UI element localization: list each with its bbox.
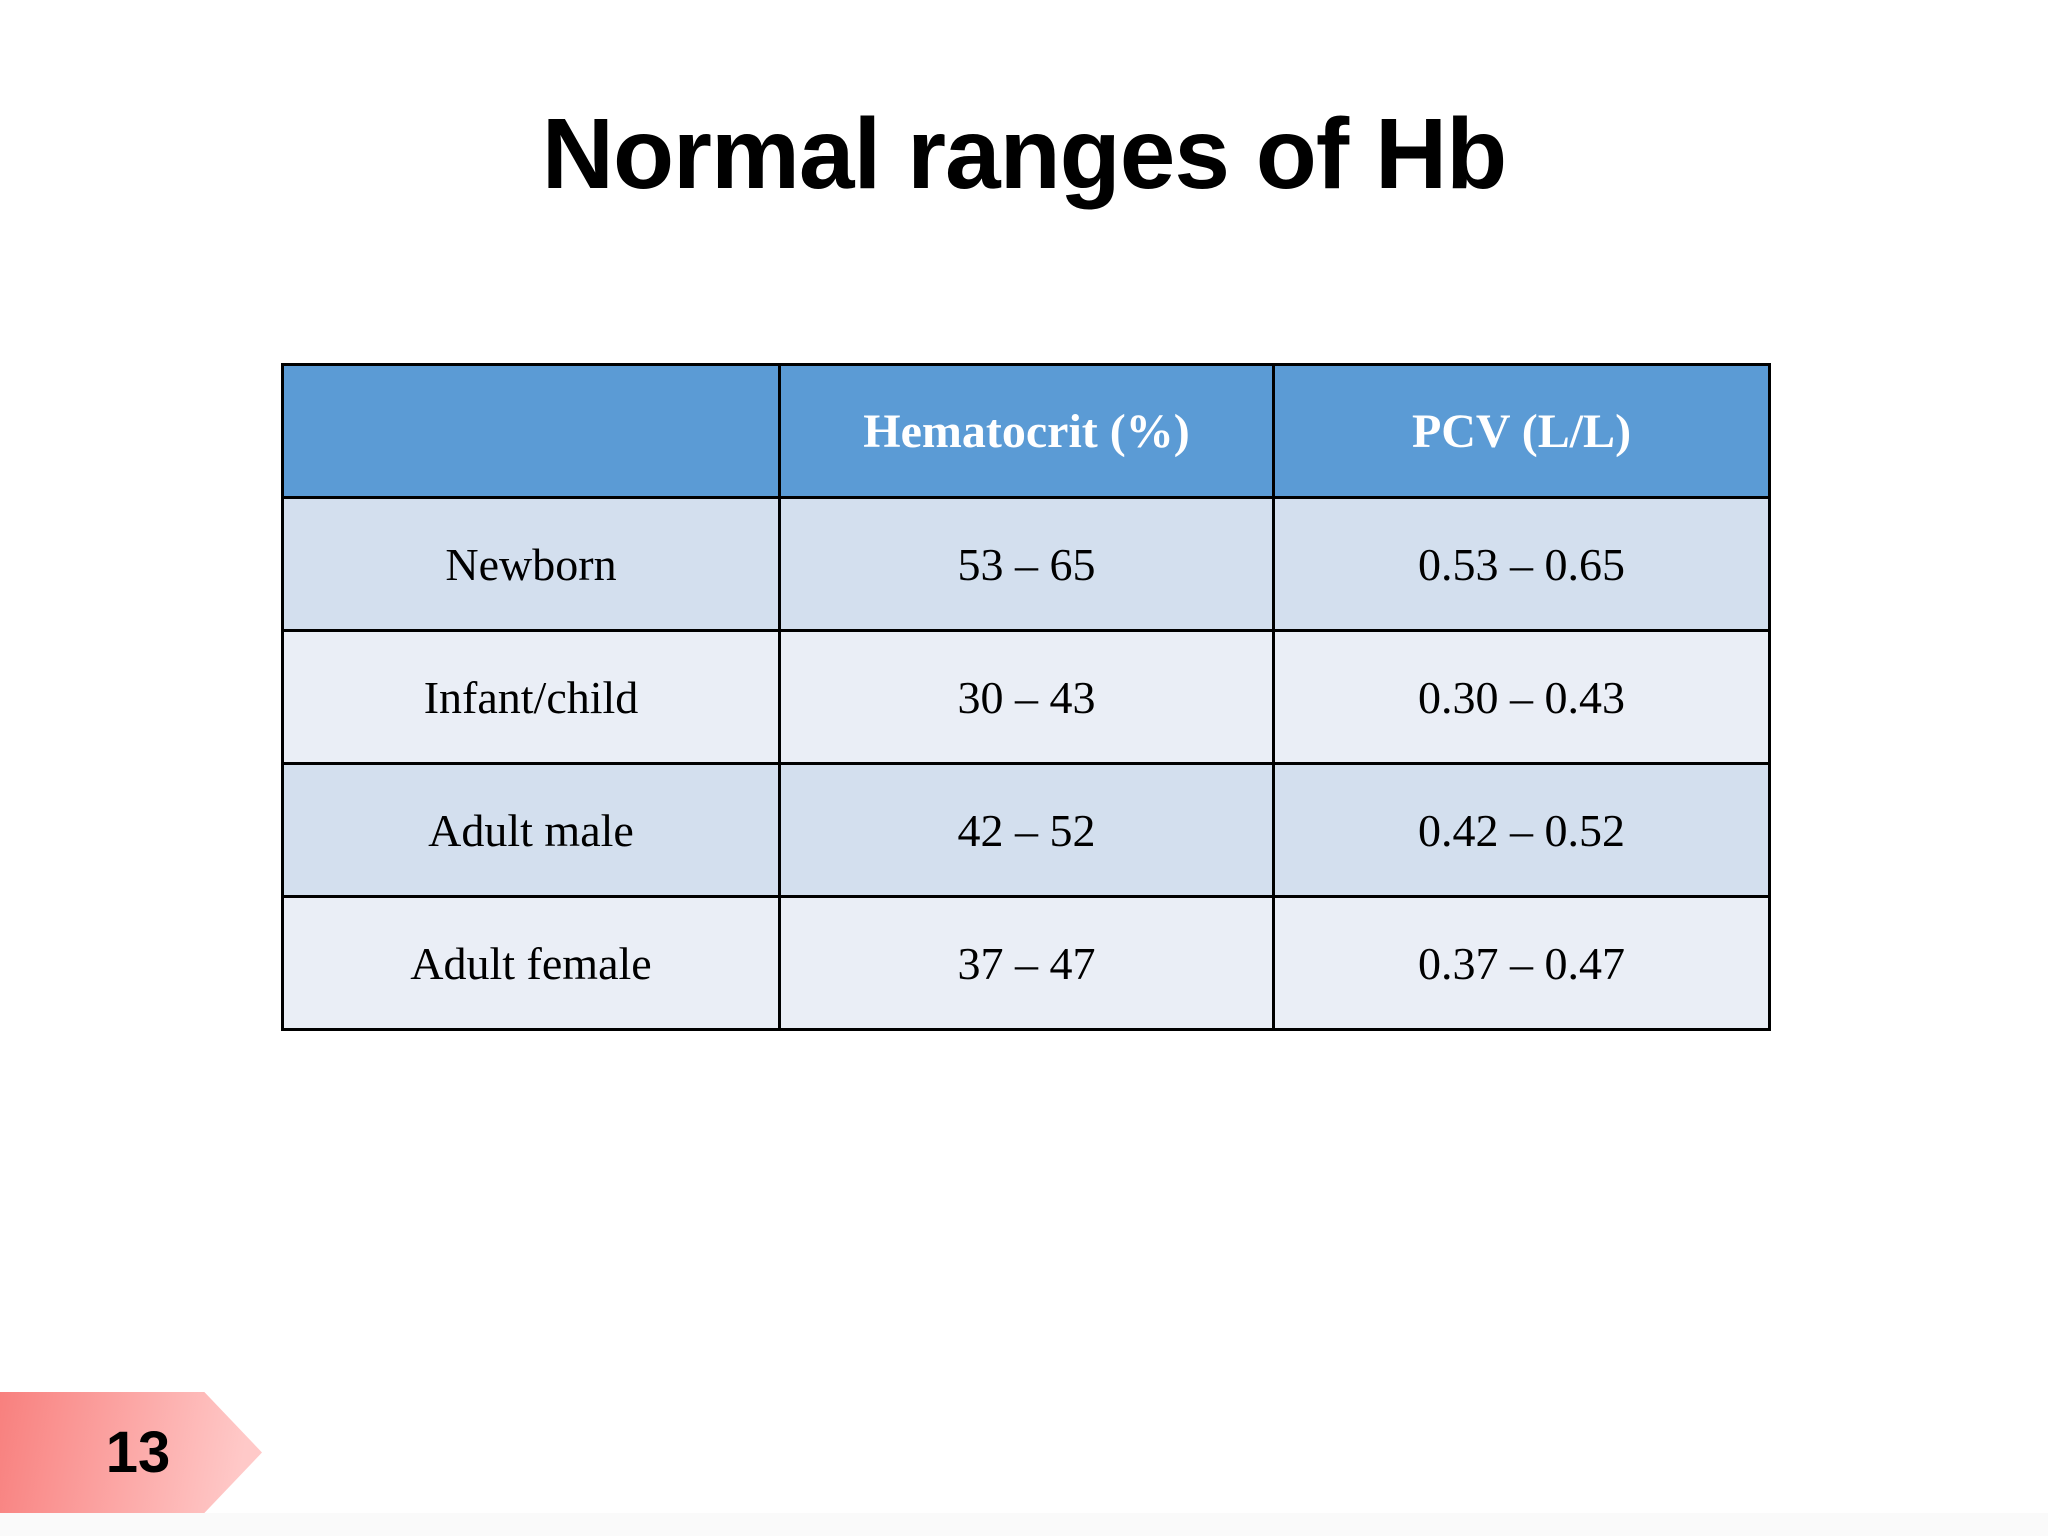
row-label: Adult female [281, 895, 781, 1031]
hematocrit-value: 42 – 52 [778, 762, 1275, 898]
table-row-adult-male: Adult male 42 – 52 0.42 – 0.52 [281, 762, 1771, 898]
pcv-value: 0.37 – 0.47 [1272, 895, 1771, 1031]
table-row-adult-female: Adult female 37 – 47 0.37 – 0.47 [281, 895, 1771, 1031]
hematocrit-value: 37 – 47 [778, 895, 1275, 1031]
table-header-empty-cell [281, 363, 781, 499]
slide-title: Normal ranges of Hb [541, 98, 1508, 210]
pcv-value: 0.30 – 0.43 [1272, 629, 1771, 765]
hematocrit-value: 53 – 65 [778, 496, 1275, 632]
table-row-infant-child: Infant/child 30 – 43 0.30 – 0.43 [281, 629, 1771, 765]
table-header-row: Hematocrit (%) PCV (L/L) [281, 363, 1771, 499]
table-row-newborn: Newborn 53 – 65 0.53 – 0.65 [281, 496, 1771, 632]
pcv-value: 0.53 – 0.65 [1272, 496, 1771, 632]
table-header-hematocrit: Hematocrit (%) [778, 363, 1275, 499]
row-label: Newborn [281, 496, 781, 632]
hb-ranges-table: Hematocrit (%) PCV (L/L) Newborn 53 – 65… [281, 363, 1771, 1031]
page-number-badge: 13 [0, 1392, 262, 1513]
row-label: Adult male [281, 762, 781, 898]
pcv-value: 0.42 – 0.52 [1272, 762, 1771, 898]
table-header-pcv: PCV (L/L) [1272, 363, 1771, 499]
page-number: 13 [105, 1420, 171, 1485]
row-label: Infant/child [281, 629, 781, 765]
slide-bottom-strip [0, 1513, 2048, 1536]
hematocrit-value: 30 – 43 [778, 629, 1275, 765]
